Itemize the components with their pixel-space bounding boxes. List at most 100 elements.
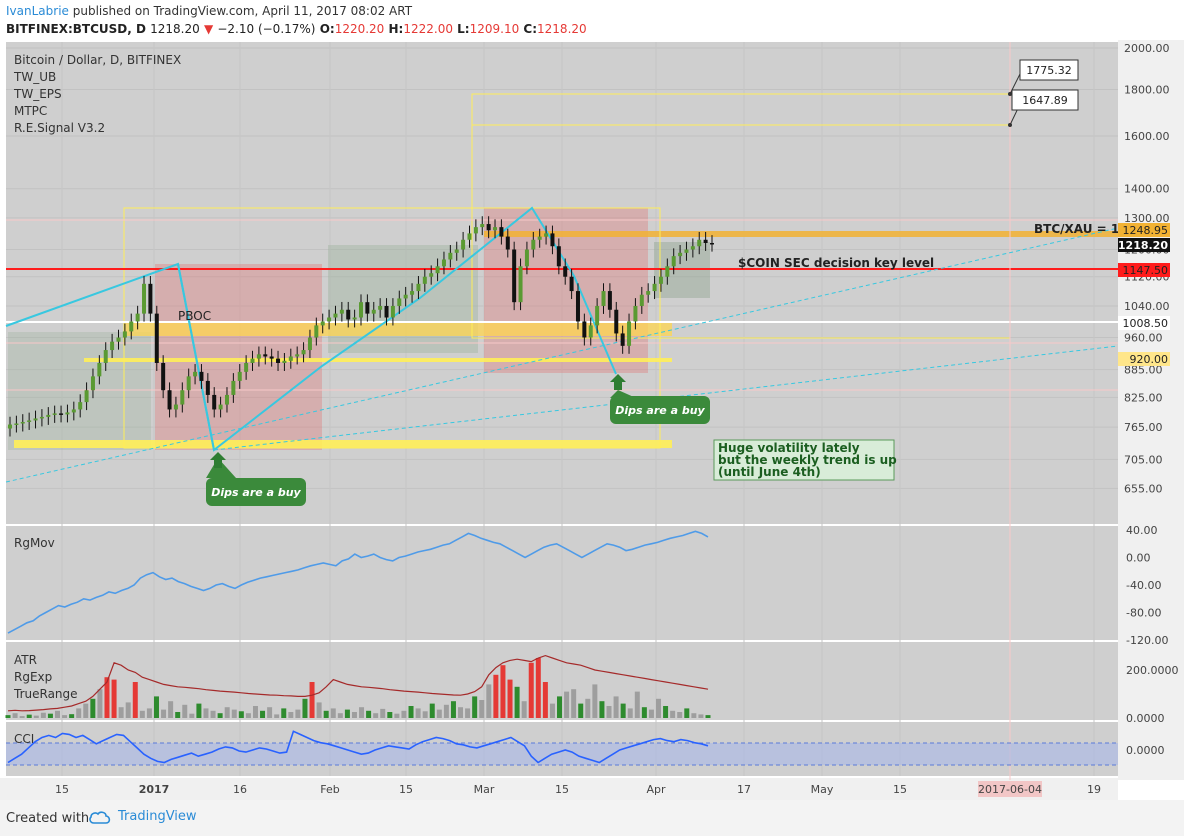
candle-body <box>269 356 274 359</box>
price-axis-markers: 1248.95 1218.20 1147.50 1008.50 920.00 <box>1118 223 1170 366</box>
grid-lines <box>6 42 1118 776</box>
truerange-bar <box>19 716 25 718</box>
candle-body <box>467 233 472 240</box>
candle-body <box>544 233 549 237</box>
candle-body <box>435 266 440 274</box>
rgmov-tick: 40.00 <box>1126 524 1158 537</box>
candle-body <box>129 321 134 332</box>
truerange-bar <box>549 703 555 718</box>
candle-body <box>46 414 51 417</box>
candle-body <box>448 252 453 260</box>
truerange-bar <box>670 710 676 718</box>
candle-body <box>359 302 363 318</box>
candle-body <box>250 358 255 363</box>
truerange-bar <box>394 713 400 718</box>
truerange-bar <box>698 714 704 718</box>
candle-body <box>493 227 498 231</box>
legend-mtpc: MTPC <box>14 104 47 118</box>
time-tick: 2017-06-04 <box>978 783 1042 796</box>
low-label: L: <box>457 22 470 36</box>
cci-line <box>7 730 709 764</box>
truerange-bar <box>274 714 280 718</box>
truerange-bar <box>40 712 46 718</box>
zone-boxes <box>8 93 1118 450</box>
truerange-bar <box>458 707 464 718</box>
symbol-label: BITFINEX:BTCUSD, D <box>6 22 146 36</box>
tradingview-link[interactable]: TradingView <box>88 809 197 824</box>
candle-body <box>186 376 191 391</box>
candle-body <box>161 362 166 391</box>
candle-body <box>403 294 408 299</box>
price-tick: 1600.00 <box>1124 130 1170 143</box>
truerange-bar <box>252 706 258 718</box>
candle-body <box>646 291 651 295</box>
candle-body <box>601 291 606 306</box>
price-tick: 765.00 <box>1124 421 1163 434</box>
truerange-bar <box>486 684 492 718</box>
candle-body <box>333 313 338 318</box>
truerange-bar <box>288 712 294 718</box>
candle-body <box>288 356 293 361</box>
truerange-bar <box>281 708 287 718</box>
candle-body <box>218 404 223 410</box>
truerange-bar <box>613 696 619 718</box>
truerange-bar <box>479 700 485 718</box>
truerange-bar <box>323 710 329 718</box>
truerange-bar <box>493 674 499 718</box>
candle-body <box>620 333 625 346</box>
truerange-bar <box>542 682 548 718</box>
truerange-bar <box>210 710 216 718</box>
candle-body <box>563 266 568 277</box>
truerange-bar <box>648 709 654 718</box>
volatility-note: Huge volatility lately but the weekly tr… <box>713 439 897 481</box>
time-axis[interactable]: 15 2017 16 Feb 15 Mar 15 Apr 17 May 15 2017-06-04 19 <box>55 781 1101 797</box>
legend-resignal: R.E.Signal V3.2 <box>14 121 105 135</box>
candle-body <box>550 233 555 247</box>
price-change: −2.10 (−0.17%) <box>217 22 316 36</box>
truerange-title: TrueRange <box>13 687 78 701</box>
chart-area[interactable]: Bitcoin / Dollar, D, BITFINEX TW_UB TW_E… <box>0 40 1184 800</box>
btcxau-label: BTC/XAU = 1 <box>1034 222 1119 236</box>
candle-body <box>595 305 600 326</box>
truerange-bar <box>599 701 605 718</box>
truerange-bar <box>359 707 365 718</box>
yellow-band-2 <box>84 358 672 362</box>
time-tick: Feb <box>320 783 339 796</box>
atr-title: ATR <box>14 653 37 667</box>
truerange-bar <box>111 679 117 718</box>
tradingview-brand: TradingView <box>118 809 197 824</box>
candle-body <box>697 239 702 247</box>
candle-body <box>110 341 115 351</box>
rgexp-title: RgExp <box>14 670 52 684</box>
candle-body <box>8 424 12 429</box>
candle-body <box>27 420 32 422</box>
yellow-band-1 <box>124 322 672 336</box>
candle-body <box>142 283 147 314</box>
atr-tick: 200.0000 <box>1126 664 1179 677</box>
truerange-bar <box>125 702 131 718</box>
time-tick: Apr <box>646 783 666 796</box>
truerange-bar <box>316 702 322 718</box>
truerange-bar <box>634 691 640 718</box>
cci-tick: 0.0000 <box>1126 744 1165 757</box>
level-label-yellow: 920.00 <box>1130 353 1169 366</box>
candle-body <box>678 252 683 257</box>
price-tick: 825.00 <box>1124 391 1163 404</box>
truerange-bar <box>521 701 527 718</box>
high-label: H: <box>388 22 404 36</box>
truerange-bar <box>330 708 336 718</box>
candle-body <box>410 291 415 295</box>
author-link[interactable]: IvanLabrie <box>6 4 69 18</box>
candle-body <box>531 239 536 250</box>
time-tick: Mar <box>474 783 495 796</box>
candle-body <box>627 321 632 346</box>
candle-body <box>71 409 76 413</box>
candle-body <box>52 413 57 415</box>
coin-label: $COIN SEC decision key level <box>738 256 934 270</box>
truerange-bar <box>54 710 60 718</box>
low-value: 1209.10 <box>469 22 520 36</box>
level-label-red: 1147.50 <box>1123 264 1169 277</box>
candle-body <box>658 276 663 284</box>
candle-body <box>524 249 529 267</box>
candle-body <box>582 321 587 338</box>
